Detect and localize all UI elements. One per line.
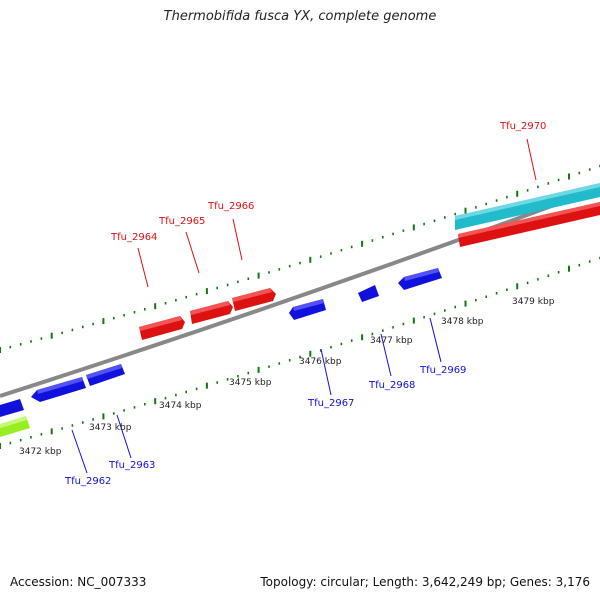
- outer-tick-ring: [0, 164, 600, 353]
- inner-tick-ring: [0, 256, 600, 449]
- scale-label: 3475 kbp: [229, 378, 272, 388]
- leader-line: [71, 429, 88, 474]
- gene-feature-tfu-2967[interactable]: [289, 299, 326, 320]
- genome-backbone: [0, 186, 600, 398]
- leader-line: [429, 317, 442, 363]
- leader-line: [137, 247, 149, 288]
- gene-feature-tfu-2963[interactable]: [86, 364, 125, 386]
- gene-label-tfu-2966[interactable]: Tfu_2966: [207, 201, 254, 212]
- scale-label: 3478 kbp: [441, 317, 484, 327]
- map-title: Thermobifida fusca YX, complete genome: [163, 9, 437, 24]
- scale-label: 3473 kbp: [89, 423, 132, 433]
- gene-label-tfu-2970[interactable]: Tfu_2970: [499, 121, 546, 132]
- scale-label: 3476 kbp: [299, 357, 342, 367]
- scale-label: 3477 kbp: [370, 336, 413, 346]
- gene-feature-tfu-2969[interactable]: [398, 268, 442, 290]
- leader-line: [380, 333, 392, 377]
- scale-label: 3474 kbp: [159, 401, 202, 411]
- rna-feature[interactable]: [455, 183, 600, 230]
- gene-feature-tfu-2962[interactable]: [31, 377, 86, 402]
- leader-line: [526, 138, 537, 181]
- gene-feature-tfu-2968[interactable]: [358, 285, 379, 302]
- leader-line: [232, 218, 243, 261]
- gene-label-tfu-2969[interactable]: Tfu_2969: [419, 365, 466, 376]
- other-feature[interactable]: [0, 416, 30, 437]
- gene-label-tfu-2967[interactable]: Tfu_2967: [307, 398, 354, 409]
- leader-line: [116, 414, 132, 459]
- gene-feature-tfu-2964[interactable]: [139, 316, 185, 340]
- gene-label-tfu-2963[interactable]: Tfu_2963: [108, 460, 155, 471]
- scale-label: 3472 kbp: [19, 447, 62, 457]
- gene-label-tfu-2964[interactable]: Tfu_2964: [110, 232, 157, 243]
- gene-feature-tfu-2965[interactable]: [190, 301, 233, 324]
- scale-label: 3479 kbp: [512, 297, 555, 307]
- gene-label-tfu-2965[interactable]: Tfu_2965: [158, 216, 205, 227]
- leader-line: [185, 231, 200, 274]
- genome-summary: Topology: circular; Length: 3,642,249 bp…: [260, 575, 590, 589]
- gene-feature-left-edge[interactable]: [0, 399, 24, 417]
- gene-label-tfu-2962[interactable]: Tfu_2962: [64, 476, 111, 487]
- leader-line: [320, 348, 332, 396]
- accession-label: Accession: NC_007333: [10, 575, 147, 589]
- gene-label-tfu-2968[interactable]: Tfu_2968: [368, 380, 415, 391]
- gene-feature-tfu-2970[interactable]: [458, 202, 600, 247]
- gene-feature-tfu-2966[interactable]: [232, 288, 276, 311]
